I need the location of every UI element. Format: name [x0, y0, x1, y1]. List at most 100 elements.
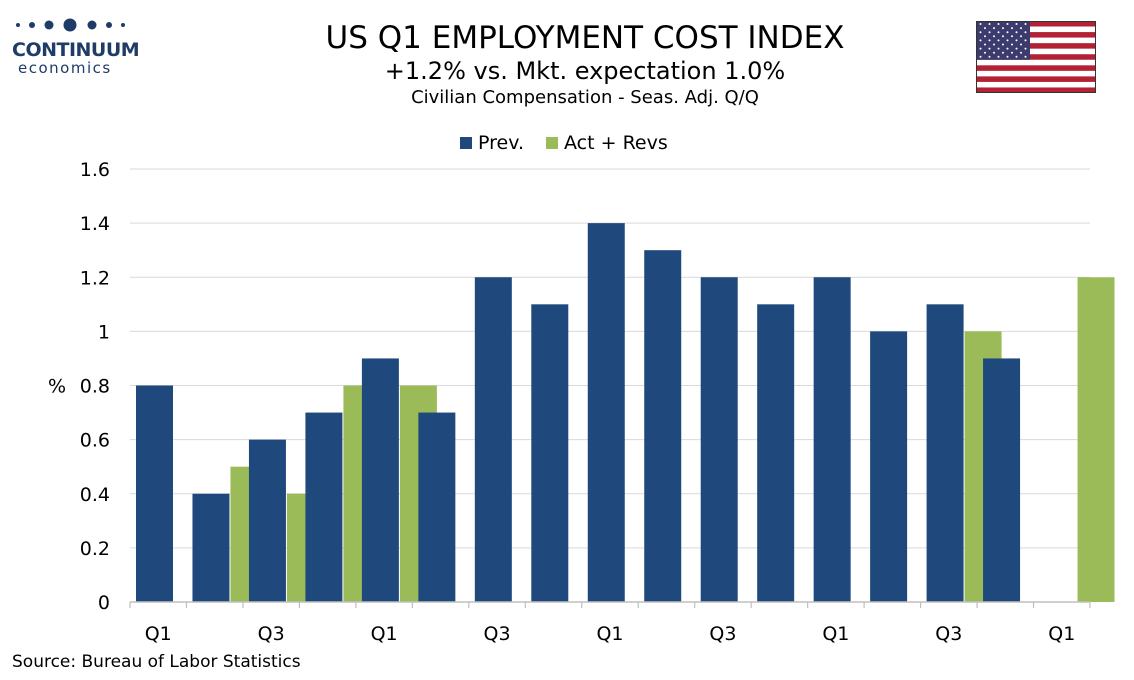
- y-tick-label: 1.2: [80, 267, 110, 289]
- y-tick-label: 0: [98, 592, 110, 614]
- bar-prev: [361, 358, 399, 602]
- flag-stripe: [976, 37, 1096, 44]
- flag-stripe: [976, 26, 1096, 33]
- flag-star: [1011, 27, 1013, 30]
- bar-prev: [983, 358, 1021, 602]
- y-tick-label: 0.4: [80, 484, 110, 506]
- x-tick-label: Q1: [596, 623, 623, 645]
- bar-prev: [870, 331, 908, 602]
- bar-prev: [474, 277, 512, 602]
- chart-description: Civilian Compensation - Seas. Adj. Q/Q: [411, 87, 759, 108]
- flag-stripe: [976, 48, 1096, 55]
- bar-prev: [813, 277, 851, 602]
- flag-star: [1015, 39, 1018, 42]
- flag-star: [1006, 31, 1009, 34]
- flag-star: [988, 39, 991, 42]
- flag-star: [997, 47, 1000, 50]
- bar-prev: [531, 304, 569, 602]
- bar-prev: [587, 223, 625, 602]
- flag-star: [1006, 39, 1009, 42]
- flag-stripe: [976, 65, 1096, 72]
- flag-star: [1020, 35, 1022, 38]
- flag-star: [1020, 51, 1022, 54]
- legend-label-act: Act + Revs: [564, 132, 668, 154]
- flag-star: [979, 23, 982, 25]
- flag-star: [1024, 47, 1027, 50]
- chart-subtitle: +1.2% vs. Mkt. expectation 1.0%: [384, 57, 786, 85]
- flag-star: [1011, 43, 1013, 46]
- flag-star: [997, 23, 1000, 25]
- flag-star: [984, 27, 986, 30]
- bar-prev: [192, 493, 230, 602]
- legend-item-prev: Prev.: [460, 132, 524, 154]
- bar-act: [1077, 277, 1115, 602]
- bar-prev: [926, 304, 964, 602]
- flag-star: [1011, 51, 1013, 54]
- logo-tagline: economics: [18, 59, 112, 77]
- bar-prev: [136, 385, 173, 602]
- flag-stripe: [976, 87, 1096, 93]
- flag-stripe: [976, 81, 1096, 88]
- x-tick-label: Q3: [935, 623, 962, 645]
- x-tick-label: Q3: [709, 623, 736, 645]
- flag-star: [993, 27, 995, 30]
- flag-star: [1006, 55, 1009, 58]
- flag-star: [984, 43, 986, 46]
- flag-stripe: [976, 76, 1096, 83]
- flag-star: [979, 39, 982, 42]
- legend-swatch-act: [546, 137, 559, 149]
- flag-stripe: [976, 32, 1096, 38]
- flag-star: [984, 51, 986, 54]
- flag-stripe: [976, 54, 1096, 60]
- legend-label-prev: Prev.: [478, 132, 525, 154]
- bar-prev: [305, 412, 343, 602]
- logo-wordmark: CONTINUUM: [12, 39, 140, 61]
- flag-star: [993, 51, 995, 54]
- us-flag-icon: [976, 21, 1096, 93]
- flag-star: [1002, 43, 1004, 46]
- flag-star: [988, 55, 991, 58]
- flag-star: [1024, 55, 1027, 58]
- flag-star: [979, 47, 982, 50]
- y-tick-label: 1: [98, 321, 110, 343]
- flag-star: [1024, 23, 1027, 25]
- company-logo: CONTINUUM economics: [12, 14, 142, 76]
- bar-prev: [418, 412, 456, 602]
- x-tick-label: Q1: [822, 623, 849, 645]
- flag-star: [997, 31, 1000, 34]
- flag-star: [1015, 55, 1018, 58]
- flag-star: [1015, 23, 1018, 25]
- legend-item-act: Act + Revs: [546, 132, 668, 154]
- flag-star: [979, 55, 982, 58]
- flag-star: [1015, 47, 1018, 50]
- chart-title: US Q1 EMPLOYMENT COST INDEX: [325, 20, 845, 56]
- flag-star: [1020, 27, 1022, 30]
- bar-prev: [757, 304, 795, 602]
- y-tick-label: 1.4: [80, 213, 110, 235]
- flag-star: [993, 43, 995, 46]
- flag-star: [1002, 51, 1004, 54]
- flag-star: [1002, 35, 1004, 38]
- flag-star: [1006, 47, 1009, 50]
- bar-prev: [248, 439, 286, 602]
- legend-swatch-prev: [460, 137, 472, 149]
- logo-dots-icon: [16, 18, 125, 32]
- flag-star: [993, 35, 995, 38]
- flag-star: [979, 31, 982, 34]
- flag-star: [1002, 27, 1004, 30]
- x-tick-label: Q3: [258, 623, 285, 645]
- flag-star: [984, 35, 986, 38]
- flag-star: [997, 39, 1000, 42]
- bar-prev: [644, 250, 682, 602]
- flag-star: [1024, 39, 1027, 42]
- flag-star: [1006, 23, 1009, 25]
- x-tick-label: Q1: [371, 623, 398, 645]
- flag-star: [1020, 43, 1022, 46]
- flag-stripe: [976, 59, 1096, 66]
- flag-star: [1011, 35, 1013, 38]
- bar-prev: [700, 277, 738, 602]
- x-tick-label: Q1: [1048, 623, 1075, 645]
- x-tick-label: Q1: [145, 623, 172, 645]
- y-axis-label: %: [48, 376, 66, 398]
